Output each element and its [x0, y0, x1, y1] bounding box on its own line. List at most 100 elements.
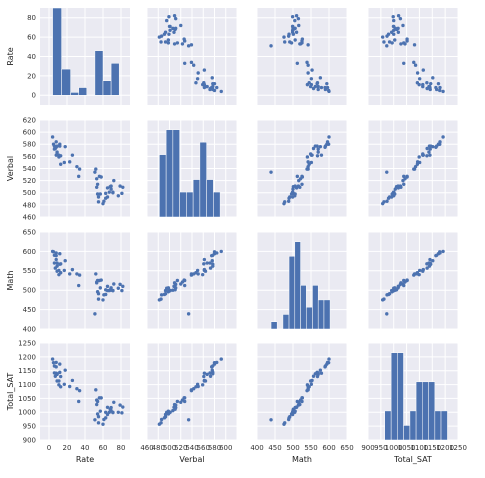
panel-marks [380, 249, 445, 316]
scatter-point [62, 382, 66, 386]
scatter-point [211, 264, 215, 268]
scatter-point [212, 250, 217, 254]
scatter-point [112, 282, 116, 286]
scatter-point [428, 153, 432, 157]
scatter-point [180, 42, 185, 46]
scatter-point [50, 249, 55, 254]
scatter-point [290, 195, 295, 199]
scatter-point [283, 40, 287, 44]
panel-marks [380, 14, 445, 94]
scatter-point [311, 86, 316, 91]
panel-marks [157, 357, 223, 426]
y-tick-label: 1050 [18, 395, 36, 403]
scatter-point [205, 372, 209, 377]
y-axis-label-rate: Rate [6, 47, 15, 65]
panel-background [257, 343, 347, 440]
scatter-point [402, 283, 406, 288]
scatter-point [390, 192, 394, 196]
scatter-point [382, 297, 386, 301]
scatter-point [166, 286, 171, 290]
scatter-point [120, 288, 124, 293]
scatter-point [54, 251, 58, 255]
scatter-point [390, 41, 394, 45]
scatter-point [95, 185, 99, 189]
scatter-point [298, 398, 303, 402]
hist-bar [306, 306, 313, 329]
scatter-point [219, 249, 223, 254]
scatter-point [208, 261, 212, 265]
scatter-point [438, 250, 442, 254]
scatter-point [428, 257, 432, 262]
scatter-point [93, 170, 97, 174]
scatter-point [210, 76, 214, 80]
scatter-point [159, 40, 163, 44]
hist-bar [206, 179, 214, 217]
scatter-point [297, 23, 301, 28]
scatter-point [168, 28, 172, 33]
scatter-point [116, 410, 121, 414]
x-tick-label: 950 [374, 444, 387, 452]
scatter-point [94, 388, 98, 392]
panel-math-vs-verbal [146, 231, 238, 330]
scatter-point [50, 357, 55, 361]
scatter-point [316, 371, 320, 375]
panel-marks [50, 357, 125, 426]
y-tick-label: 620 [23, 116, 36, 124]
hist-bar [199, 141, 207, 217]
scatter-point [318, 144, 323, 149]
x-tick-label: 60 [99, 444, 108, 452]
scatter-point [98, 286, 103, 290]
scatter-point [387, 291, 392, 296]
scatter-point [54, 257, 58, 262]
scatter-point [180, 280, 185, 284]
scatter-point [96, 415, 101, 419]
hist-bar [312, 285, 319, 329]
y-tick-label: 1250 [18, 339, 36, 347]
scatter-point [186, 44, 191, 48]
hist-bar [94, 50, 104, 96]
scatter-point [215, 85, 219, 90]
scatter-point [427, 264, 432, 268]
scatter-point [396, 186, 401, 190]
scatter-point [211, 372, 215, 376]
panel-marks [380, 135, 445, 206]
scatter-point [54, 153, 58, 157]
scatter-point [294, 186, 299, 190]
y-tick-label: 650 [23, 228, 36, 236]
scatter-point [385, 44, 389, 48]
scatter-point [425, 86, 429, 91]
scatter-point [438, 142, 442, 146]
scatter-point [385, 312, 389, 316]
scatter-point [387, 40, 392, 44]
scatter-point [305, 383, 310, 387]
y-tick-label: 500 [23, 189, 36, 197]
scatter-point [319, 153, 324, 157]
scatter-point [399, 185, 403, 189]
scatter-point [425, 146, 429, 151]
scatter-point [97, 174, 102, 179]
scatter-point [390, 290, 394, 294]
hist-bar [403, 425, 411, 440]
x-tick-label: 550 [304, 444, 317, 452]
x-tick-label: 1200 [436, 444, 454, 452]
panel-rate-vs-math [256, 8, 348, 105]
scatter-point [438, 88, 442, 93]
panel-total_sat-vs-math [256, 342, 348, 441]
scatter-point [120, 411, 124, 415]
scatter-point [189, 388, 194, 393]
scatter-point [323, 144, 328, 148]
scatter-point [163, 40, 168, 44]
scatter-point [294, 30, 299, 34]
hist-bar [317, 299, 325, 329]
x-axis-label-verbal: Verbal [179, 455, 204, 464]
y-tick-label: 900 [23, 436, 36, 444]
scatter-point [431, 259, 435, 263]
scatter-point [283, 421, 287, 425]
y-tick-label: 40 [27, 53, 36, 61]
scatter-point [75, 164, 79, 169]
scatter-point [417, 82, 421, 87]
scatter-point [54, 360, 58, 365]
scatter-point [75, 387, 79, 391]
panel-verbal-vs-math [256, 119, 348, 218]
hist-bar [288, 256, 296, 329]
